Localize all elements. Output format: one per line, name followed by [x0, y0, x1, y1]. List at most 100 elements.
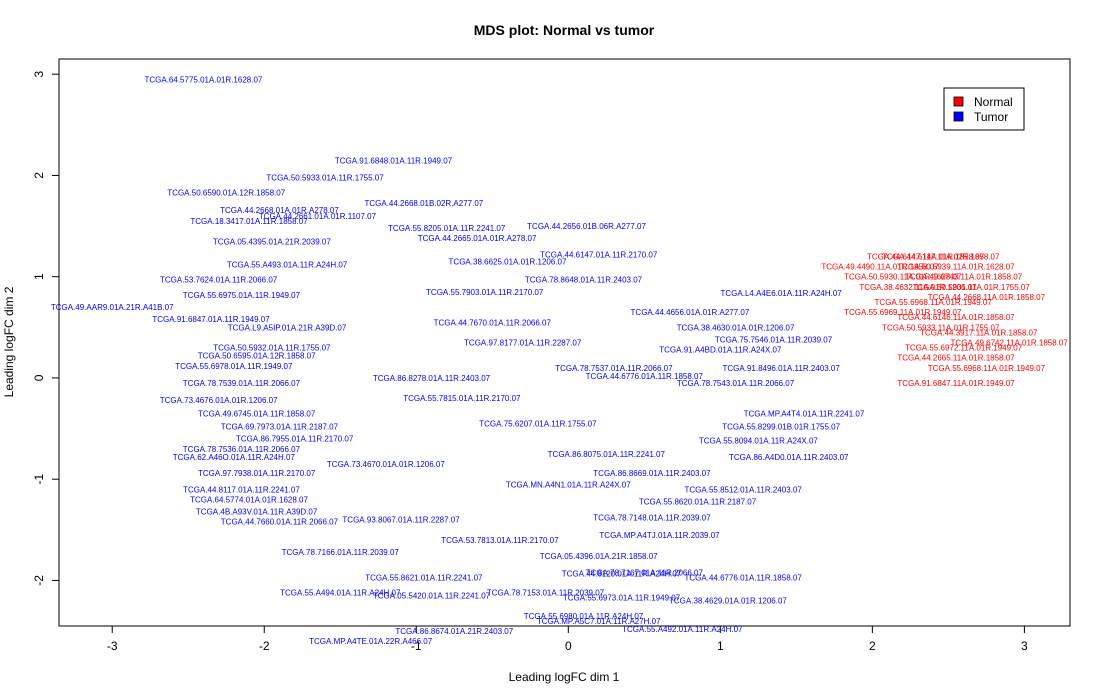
point-label-normal: TCGA.49.6743.11A.01R.1858.07 [905, 273, 1023, 282]
point-label-tumor: TCGA.05.4396.01A.21R.1858.07 [540, 552, 658, 561]
point-label-tumor: TCGA.91.A4BD.01A.11R.A24X.07 [659, 346, 782, 355]
point-label-normal: TCGA.55.6972.11A.01R.1949.07 [905, 344, 1023, 353]
point-label-tumor: TCGA.55.7903.01A.11R.2170.07 [426, 288, 544, 297]
point-label-tumor: TCGA.MP.A4TE.01A.22R.A466.07 [309, 637, 433, 646]
point-label-tumor: TCGA.78.7166.01A.11R.2039.07 [282, 548, 400, 557]
point-label-tumor: TCGA.86.8674.01A.21R.2403.07 [395, 627, 513, 636]
point-label-tumor: TCGA.44.2661.01A.01R.1107.07 [259, 212, 377, 221]
point-label-tumor: TCGA.38.4629.01A.01R.1206.07 [669, 597, 787, 606]
point-label-tumor: TCGA.78.7167.01A.11R.2066.07 [586, 568, 704, 577]
legend-box [943, 87, 1025, 131]
point-label-tumor: TCGA.78.7543.01A.11R.2066.07 [677, 379, 795, 388]
point-label-tumor: TCGA.44.6147.01A.11R.2170.07 [540, 250, 658, 259]
x-tick-label: 3 [1021, 639, 1028, 653]
point-label-tumor: TCGA.05.5420.01A.11R.2241.07 [373, 592, 491, 601]
point-label-tumor: TCGA.MP.A4TJ.01A.11R.2039.07 [599, 531, 720, 540]
legend-swatch-normal [953, 96, 964, 107]
point-label-tumor: TCGA.93.8067.01A.11R.2287.07 [342, 516, 460, 525]
point-label-tumor: TCGA.55.8299.01B.01R.1755.07 [722, 423, 840, 432]
point-label-tumor: TCGA.91.6847.01A.11R.1949.07 [152, 315, 270, 324]
legend-label-tumor: Tumor [974, 110, 1008, 124]
point-label-tumor: TCGA.55.8205.01A.11R.2241.07 [388, 224, 506, 233]
point-label-tumor: TCGA.55.8094.01A.11R.A24X.07 [699, 437, 819, 446]
point-label-tumor: TCGA.62.A46O.01A.11R.A24H.07 [173, 453, 296, 462]
point-label-tumor: TCGA.44.6776.01A.11R.1858.07 [685, 573, 803, 582]
y-axis-label: Leading logFC dim 2 [2, 286, 16, 397]
point-label-tumor: TCGA.44.2668.01A.01R.A278.07 [220, 206, 339, 215]
legend-label-normal: Normal [974, 95, 1013, 109]
point-label-tumor: TCGA.55.A493.01A.11R.A24H.07 [227, 261, 348, 270]
point-label-tumor: TCGA.73.4670.01A.01R.1206.07 [327, 460, 445, 469]
point-label-tumor: TCGA.MP.A4T4.01A.11R.2241.07 [744, 409, 865, 418]
chart-title: MDS plot: Normal vs tumor [474, 22, 655, 38]
point-label-tumor: TCGA.78.7537.01A.11R.2066.07 [555, 364, 673, 373]
y-tick-label: -1 [32, 474, 46, 485]
point-label-tumor: TCGA.55.8512.01A.11R.2403.07 [685, 485, 803, 494]
point-label-tumor: TCGA.50.5933.01A.11R.1755.07 [266, 173, 384, 182]
point-label-tumor: TCGA.MN.A4N1.01A.11R.A24X.07 [506, 480, 631, 489]
point-label-tumor: TCGA.44.6776.01A.11R.1858.07 [586, 372, 704, 381]
legend: Normal Tumor [943, 87, 1025, 131]
point-label-tumor: TCGA.49.AAR9.01A.21R.A41B.07 [51, 303, 174, 312]
y-tick-label: 0 [32, 374, 46, 381]
point-label-tumor: TCGA.18.3417.01A.11R.1858.07 [190, 217, 308, 226]
point-label-tumor: TCGA.44.2668.01B.02R.A277.07 [364, 199, 483, 208]
point-label-normal: TCGA.55.6969.11A.01R.1949.07 [844, 308, 962, 317]
point-label-normal: TCGA.44.2668.11A.01R.1858.07 [928, 293, 1046, 302]
x-tick-label: -3 [107, 639, 118, 653]
point-label-tumor: TCGA.05.4395.01A.21R.2039.07 [213, 237, 331, 246]
y-axis: -2 -1 0 1 2 3 [32, 71, 59, 586]
legend-swatch-tumor [953, 111, 964, 122]
point-label-tumor: TCGA.55.7815.01A.11R.2170.07 [403, 394, 521, 403]
point-label-normal: TCGA.49.4490.11A.01R.1858.07 [821, 263, 939, 272]
point-label-normal: TCGA.44.6147.11A.02R.1858.07 [882, 252, 1000, 261]
point-label-normal: TCGA.44.6146.11A.01R.1858.07 [897, 313, 1015, 322]
point-label-tumor: TCGA.55.A494.01A.11R.A24H.07 [280, 589, 401, 598]
point-label-tumor: TCGA.86.7955.01A.11R.2170.07 [236, 435, 354, 444]
point-label-tumor: TCGA.97.8177.01A.11R.2287.07 [464, 339, 582, 348]
point-label-tumor: TCGA.75.6207.01A.11R.1755.07 [479, 420, 597, 429]
point-label-tumor: TCGA.50.6595.01A.12R.1858.07 [198, 352, 316, 361]
point-label-tumor: TCGA.44.2656.01B.06R.A277.07 [527, 222, 646, 231]
x-tick-label: -1 [411, 639, 422, 653]
point-label-tumor: TCGA.64.5775.01A.01R.1628.07 [144, 75, 262, 84]
point-label-normal: TCGA.49.6742.11A.01R.1858.07 [951, 339, 1069, 348]
x-axis: -3 -2 -1 0 1 2 3 [107, 626, 1028, 653]
y-tick-label: 2 [32, 172, 46, 179]
point-label-normal: TCGA.50.5933.11A.01R.1755.07 [882, 323, 1000, 332]
x-tick-label: 2 [869, 639, 876, 653]
point-label-tumor: TCGA.44.8120.01A.11R.A24H.07 [562, 569, 682, 578]
point-label-tumor: TCGA.49.6745.01A.11R.1858.07 [198, 409, 316, 418]
point-label-tumor: TCGA.55.8621.01A.11R.2241.07 [365, 573, 483, 582]
point-label-normal: TCGA.44.3917.11A.01R.1858.07 [920, 328, 1038, 337]
point-label-tumor: TCGA.44.8117.01A.11R.2241.07 [183, 485, 300, 494]
point-label-tumor: TCGA.86.8075.01A.11R.2241.07 [548, 450, 666, 459]
point-label-tumor: TCGA.4B.A93V.01A.11R.A39D.07 [196, 508, 318, 517]
point-label-tumor: TCGA.73.4676.01A.01R.1206.07 [160, 396, 278, 405]
data-points: TCGA.64.5775.01A.01R.1628.07 TCGA.91.6848… [51, 75, 1069, 646]
point-label-tumor: TCGA.78.8648.01A.11R.2403.07 [525, 276, 643, 285]
x-tick-label: 0 [565, 639, 572, 653]
point-label-tumor: TCGA.64.5774.01A.01R.1628.07 [190, 495, 308, 504]
point-label-tumor: TCGA.78.7539.01A.11R.2066.07 [183, 379, 301, 388]
point-label-tumor: TCGA.75.7546.01A.11R.2039.07 [715, 335, 833, 344]
point-label-normal: TCGA.50.5931.11A.01R.1755.07 [913, 283, 1031, 292]
point-label-tumor: TCGA.78.7153.01A.11R.2039.07 [487, 589, 605, 598]
point-label-tumor: TCGA.69.7973.01A.11R.2187.07 [221, 423, 339, 432]
point-label-tumor: TCGA.44.7670.01A.11R.2066.07 [434, 318, 552, 327]
point-label-tumor: TCGA.55.6980.01A.11R.A24H.07 [524, 612, 644, 621]
point-label-tumor: TCGA.86.8669.01A.11R.2403.07 [593, 469, 711, 478]
point-label-tumor: TCGA.91.8496.01A.11R.2403.07 [723, 364, 841, 373]
point-label-normal: TCGA.55.6968.11A.01R.1949.07 [928, 364, 1046, 373]
point-label-tumor: TCGA.55.6975.01A.11R.1949.07 [183, 291, 301, 300]
point-label-tumor: TCGA.55.8620.01A.11R.2187.07 [639, 497, 757, 506]
point-label-tumor: TCGA.78.7536.01A.11R.2066.07 [183, 445, 301, 454]
y-tick-label: 1 [32, 273, 46, 280]
x-tick-label: -2 [259, 639, 270, 653]
point-label-tumor: TCGA.55.6978.01A.11R.1949.07 [175, 362, 293, 371]
point-label-tumor: TCGA.55.A492.01A.11R.A24H.07 [622, 625, 743, 634]
point-label-tumor: TCGA.L9.A5IP.01A.21R.A39D.07 [228, 323, 347, 332]
point-label-normal: TCGA.44.2665.11A.01R.1858.07 [897, 354, 1015, 363]
point-label-tumor: TCGA.55.6973.01A.11R.1949.07 [563, 594, 681, 603]
